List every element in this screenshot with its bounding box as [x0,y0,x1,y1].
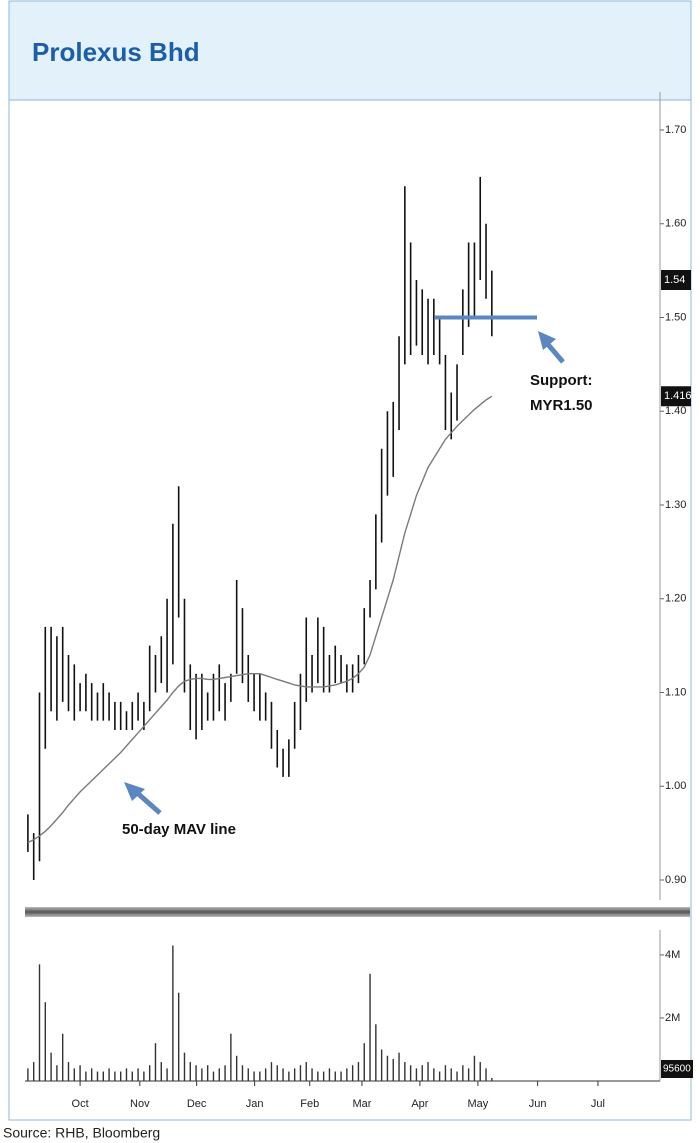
y-tick-label: 1.40 [665,405,686,417]
y-tick-label: 1.70 [665,124,686,136]
y-tick-label: 0.90 [665,874,686,886]
arrows [124,331,565,815]
y-tick-label: 1.50 [665,311,686,323]
price-label: 1.54 [664,274,685,286]
title: Prolexus Bhd [32,37,200,67]
mav-line [27,395,493,844]
x-tick-label: Jul [591,1098,605,1110]
source: Source: RHB, Bloomberg [3,1125,160,1141]
y-tick-label: 2M [665,1012,680,1024]
x-tick-label: Mar [352,1098,371,1110]
chart-frame [8,99,692,1121]
x-tick-label: Jan [246,1098,264,1110]
x-tick-label: May [468,1098,489,1110]
price-label: 1.416 [664,390,692,402]
mav-arrow [133,789,162,815]
price-label-box [661,270,691,290]
y-tick-label: 1.20 [665,593,686,605]
y-tick-label: 4M [665,949,680,961]
y-tick-label: 1.30 [665,499,686,511]
y-tick-label: 1.00 [665,780,686,792]
volume-label: 95600 [663,1064,691,1075]
x-tick-label: Feb [300,1098,319,1110]
annotation: Support: [530,372,592,389]
x-tick-label: Jun [529,1098,547,1110]
x-tick-label: Nov [130,1098,150,1110]
annotation: 50-day MAV line [122,821,236,838]
x-tick-label: Apr [411,1098,428,1110]
x-tick-label: Oct [72,1098,89,1110]
x-tick-label: Dec [187,1098,207,1110]
volume-label-box [661,1060,693,1078]
price-label-box [661,386,691,407]
y-tick-label: 1.10 [665,686,686,698]
annotation: MYR1.50 [530,397,593,414]
panel-separator [25,907,690,917]
y-tick-label: 1.60 [665,218,686,230]
support-arrowhead [538,331,556,350]
mav-arrowhead [124,782,145,801]
header-box [8,0,692,101]
